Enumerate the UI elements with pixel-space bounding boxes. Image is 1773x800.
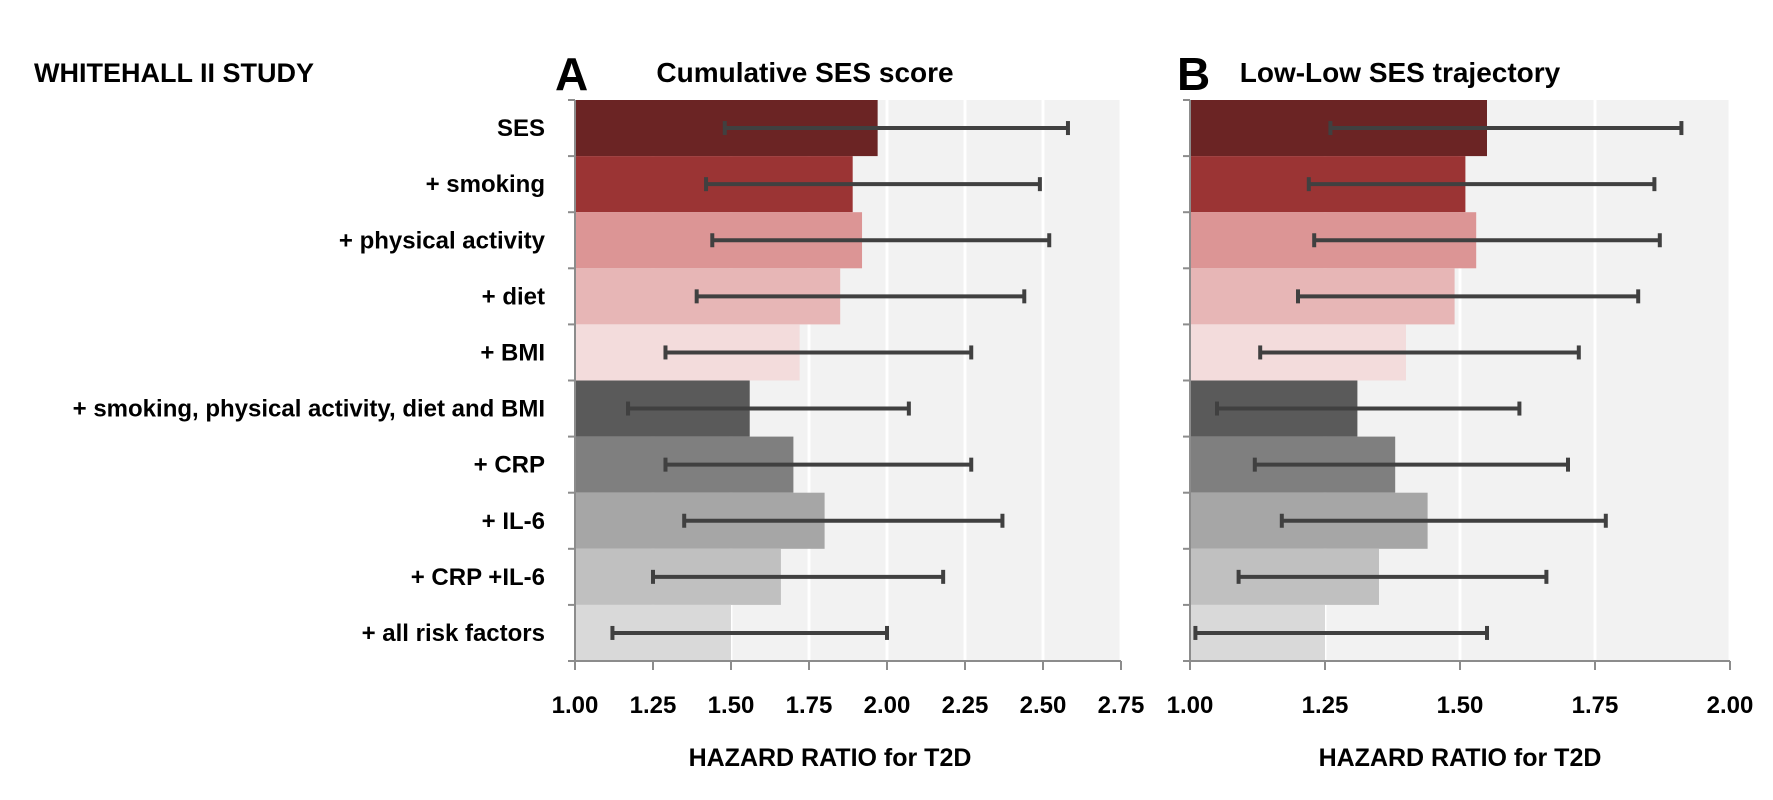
- x-tick-label: 2.00: [864, 692, 911, 719]
- x-tick-label: 1.75: [786, 692, 833, 719]
- x-tick-label: 1.50: [708, 692, 755, 719]
- x-tick-label: 2.50: [1020, 692, 1067, 719]
- row-label: + smoking, physical activity, diet and B…: [73, 396, 545, 423]
- row-label: + CRP: [474, 452, 545, 479]
- panel-b: 1.00 1.25 1.50 1.75 2.00 B Low-Low SES traject…: [1167, 48, 1754, 772]
- x-tick-label: 1.00: [1167, 692, 1214, 719]
- x-axis-title: HAZARD RATIO for T2D: [1319, 744, 1602, 772]
- panel-title: Low-Low SES trajectory: [1240, 57, 1561, 88]
- x-tick-label: 2.00: [1707, 692, 1754, 719]
- x-tick-label: 1.00: [552, 692, 599, 719]
- row-label: + physical activity: [339, 227, 546, 254]
- row-label: + BMI: [480, 339, 545, 366]
- row-label: + smoking: [426, 171, 545, 198]
- x-axis-title: HAZARD RATIO for T2D: [689, 744, 972, 772]
- panel-letter: B: [1177, 48, 1210, 100]
- study-title: WHITEHALL II STUDY: [34, 58, 314, 88]
- row-label: SES: [497, 115, 545, 142]
- x-tick-label: 1.25: [630, 692, 677, 719]
- x-tick-label: 1.25: [1302, 692, 1349, 719]
- row-label: + diet: [482, 283, 545, 310]
- row-label: + CRP +IL-6: [411, 564, 545, 591]
- x-tick-label: 2.25: [942, 692, 989, 719]
- x-tick-label: 2.75: [1098, 692, 1145, 719]
- panel-letter: A: [555, 48, 588, 100]
- row-labels: SES + smoking + physical activity + diet + B…: [73, 115, 546, 647]
- row-label: + IL-6: [482, 508, 545, 535]
- panel-a: 1.00 1.25 1.50 1.75 2.00 2.25 2.50 2.75 A Cumulat…: [552, 48, 1145, 772]
- row-label: + all risk factors: [362, 620, 545, 647]
- x-tick-label: 1.75: [1572, 692, 1619, 719]
- x-tick-label: 1.50: [1437, 692, 1484, 719]
- panel-title: Cumulative SES score: [656, 57, 953, 88]
